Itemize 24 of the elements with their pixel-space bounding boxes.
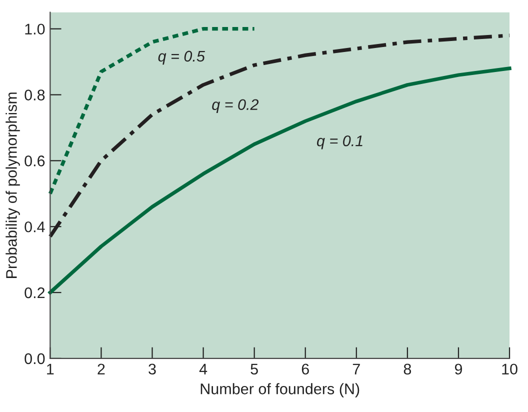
x-tick-label: 9: [454, 364, 462, 375]
x-tick-label: 2: [98, 364, 105, 374]
x-tick-label: 1: [47, 364, 54, 374]
x-tick-label: 10: [502, 364, 518, 375]
line-series: [48, 27, 256, 196]
y-tick-label: 0.4: [24, 221, 45, 232]
line-series: [48, 34, 512, 238]
x-tick-label: 5: [250, 364, 258, 375]
x-tick-label: 8: [404, 364, 412, 375]
x-tick-label: 4: [199, 364, 208, 374]
x-tick-label: 7: [352, 364, 360, 374]
x-tick-label: 3: [148, 364, 156, 375]
y-axis-title: Probability of polymorphism: [6, 92, 20, 278]
y-tick-label: 0.2: [24, 287, 45, 298]
series-label: q = 0.1: [316, 135, 362, 150]
y-tick-label: 1.0: [25, 24, 45, 35]
line-series: [48, 66, 512, 294]
x-axis-title: Number of founders (N): [200, 383, 360, 398]
series-label: q = 0.2: [212, 99, 259, 114]
y-tick-label: 0.8: [24, 90, 45, 100]
y-tick-label: 0.6: [24, 156, 45, 166]
series-label: q = 0.5: [158, 50, 205, 65]
y-tick-label: 0.0: [24, 353, 45, 364]
x-tick-label: 6: [302, 364, 309, 375]
